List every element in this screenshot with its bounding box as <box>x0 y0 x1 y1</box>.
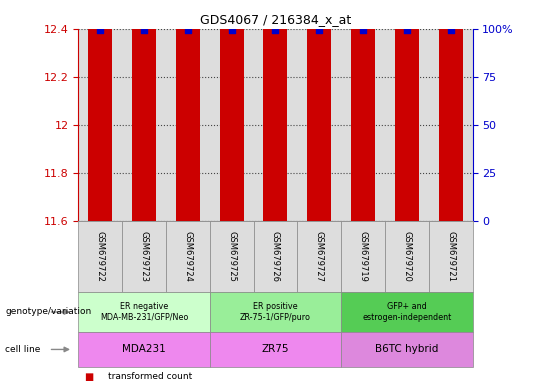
Text: GSM679727: GSM679727 <box>315 231 323 282</box>
Text: ER negative
MDA-MB-231/GFP/Neo: ER negative MDA-MB-231/GFP/Neo <box>100 302 188 322</box>
Text: GSM679720: GSM679720 <box>402 231 411 282</box>
Bar <box>264 0 287 221</box>
Bar <box>166 29 210 221</box>
Text: B6TC hybrid: B6TC hybrid <box>375 344 438 354</box>
Bar <box>395 0 419 221</box>
Text: GSM679726: GSM679726 <box>271 231 280 282</box>
Text: GSM679724: GSM679724 <box>183 231 192 282</box>
Bar <box>298 29 341 221</box>
Text: GSM679721: GSM679721 <box>446 231 455 282</box>
Point <box>227 27 236 33</box>
Bar <box>341 29 385 221</box>
Bar <box>88 0 112 221</box>
Bar <box>429 29 472 221</box>
Point <box>184 27 192 33</box>
Bar <box>438 0 463 221</box>
Bar <box>122 29 166 221</box>
Point <box>315 27 323 33</box>
Bar <box>385 29 429 221</box>
Bar <box>132 0 156 221</box>
Point <box>140 27 149 33</box>
Text: GFP+ and
estrogen-independent: GFP+ and estrogen-independent <box>362 302 451 322</box>
Bar <box>351 0 375 221</box>
Text: ER positive
ZR-75-1/GFP/puro: ER positive ZR-75-1/GFP/puro <box>240 302 311 322</box>
Bar <box>78 29 122 221</box>
Text: ZR75: ZR75 <box>262 344 289 354</box>
Bar <box>176 0 200 221</box>
Text: MDA231: MDA231 <box>122 344 166 354</box>
Text: ■: ■ <box>84 372 93 382</box>
Point <box>446 27 455 33</box>
Text: genotype/variation: genotype/variation <box>5 308 92 316</box>
Text: GSM679723: GSM679723 <box>139 231 148 282</box>
Text: transformed count: transformed count <box>108 372 192 381</box>
Point <box>96 27 105 33</box>
Point <box>402 27 411 33</box>
Point <box>271 27 280 33</box>
Text: GSM679722: GSM679722 <box>96 231 105 282</box>
Bar <box>307 0 331 221</box>
Point <box>359 27 367 33</box>
Title: GDS4067 / 216384_x_at: GDS4067 / 216384_x_at <box>200 13 351 26</box>
Text: cell line: cell line <box>5 345 41 354</box>
Bar <box>253 29 298 221</box>
Bar <box>220 0 244 221</box>
Bar <box>210 29 253 221</box>
Text: GSM679719: GSM679719 <box>359 231 368 282</box>
Text: GSM679725: GSM679725 <box>227 231 236 282</box>
